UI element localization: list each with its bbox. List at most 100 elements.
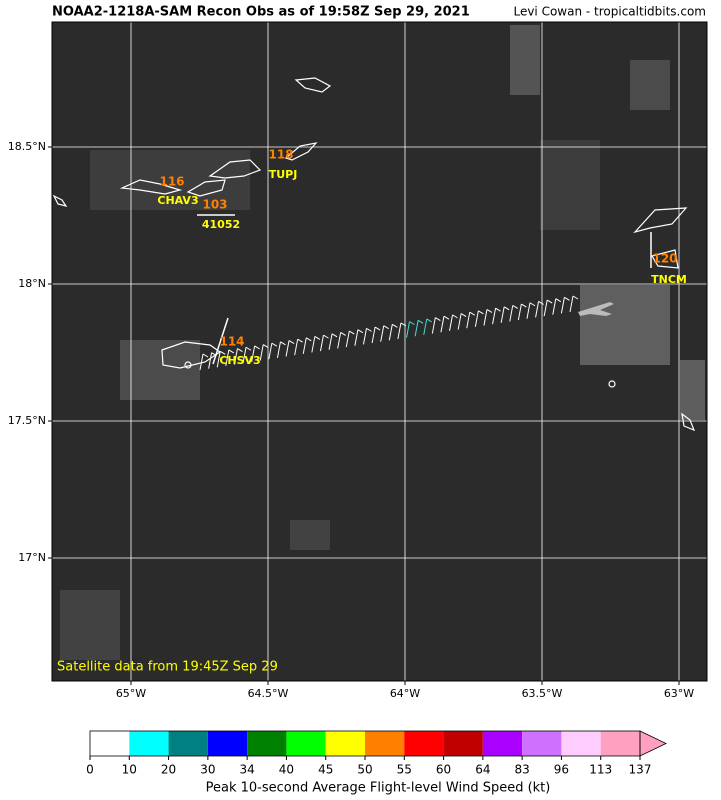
wind-barb	[483, 309, 488, 326]
colorbar-segment	[90, 731, 130, 756]
colorbar-tick-label: 40	[279, 763, 294, 777]
wind-barb	[552, 298, 557, 315]
wind-barb-flag	[521, 303, 527, 308]
wind-barb	[423, 318, 428, 336]
wind-barb	[431, 317, 436, 334]
station-value: 120	[652, 252, 677, 266]
wind-barb-flag	[323, 334, 329, 339]
colorbar-segment	[443, 731, 483, 756]
colorbar-segment	[286, 731, 326, 756]
station-id: TUPJ	[269, 168, 298, 181]
wind-barb-flag	[357, 329, 364, 334]
flight-track	[199, 295, 579, 371]
colorbar-segment	[482, 731, 523, 756]
wind-barb-flag	[374, 326, 381, 331]
wind-barb	[294, 339, 299, 356]
wind-barb	[328, 333, 333, 350]
colorbar-tick-label: 34	[240, 763, 255, 777]
colorbar-segment	[561, 731, 601, 756]
colorbar-segment	[404, 731, 444, 756]
colorbar-tick-label: 10	[122, 763, 137, 777]
wind-barb-flag	[262, 344, 269, 348]
wind-barb-flag	[331, 333, 338, 338]
latitude-label: 17°N	[18, 551, 46, 564]
aircraft-icon	[578, 302, 614, 316]
wind-barb	[345, 330, 350, 348]
wind-barb-flag	[280, 341, 286, 346]
longitude-label: 64°W	[390, 687, 420, 700]
wind-barb-flag	[271, 342, 278, 347]
latitude-label: 17.5°N	[8, 414, 46, 427]
colorbar-tick-label: 113	[589, 763, 612, 777]
title: NOAA2-1218A-SAM Recon Obs as of 19:58Z S…	[52, 5, 470, 20]
wind-barb	[311, 336, 316, 353]
colorbar-segment	[365, 731, 405, 756]
wind-barb-flag	[538, 300, 544, 305]
wind-barb	[371, 326, 376, 344]
wind-barb	[268, 343, 273, 360]
map-frame	[51, 21, 708, 682]
colorbar-segment	[522, 731, 562, 756]
wind-barb	[285, 340, 290, 357]
wind-barb	[406, 321, 411, 338]
wind-barb	[259, 344, 264, 361]
clouds	[60, 25, 705, 660]
wind-barb	[569, 295, 574, 313]
wind-barb	[509, 305, 514, 322]
colorbar: 0 10 20 30 34 40 45 50 55 60 64 83 96 113 137	[86, 730, 667, 777]
colorbar-tick-label: 83	[515, 763, 530, 777]
wind-barb-flag	[469, 311, 476, 316]
colorbar-segment	[600, 731, 640, 756]
station-barb	[212, 317, 229, 365]
wind-barb	[474, 310, 479, 327]
wind-barb-flag	[305, 337, 312, 342]
wind-barb	[397, 322, 402, 340]
wind-barb-flag	[512, 305, 519, 309]
wind-barb-flag	[288, 340, 295, 344]
wind-barb-flag	[366, 327, 372, 332]
wind-barb-flag	[297, 338, 303, 343]
wind-barb-flag	[572, 295, 579, 300]
wind-barb-flag	[529, 302, 536, 307]
wind-barb-flag	[392, 323, 398, 328]
wind-barb-flag	[546, 299, 553, 304]
station-value: 118	[268, 148, 293, 162]
station-value: 114	[219, 335, 244, 349]
map: 116 CHAV3 103 41052 118 TUPJ 120 TNCM 114 CHSV3 S…	[48, 22, 707, 685]
wind-barb-flag	[314, 336, 321, 340]
wind-barb	[466, 312, 471, 329]
wind-barb	[354, 329, 359, 346]
latitude-label: 18.5°N	[8, 140, 46, 153]
wind-barb	[199, 353, 204, 371]
wind-barb-flag	[400, 322, 407, 327]
wind-barb	[543, 299, 548, 317]
colorbar-segment	[207, 731, 248, 756]
wind-barb-flag	[417, 319, 424, 324]
colorbar-tick-label: 96	[554, 763, 569, 777]
wind-barb-flag	[219, 350, 226, 355]
wind-barb	[233, 348, 238, 365]
wind-barb-flag	[555, 298, 562, 303]
colorbar-tick-label: 20	[161, 763, 176, 777]
wind-barb	[302, 337, 307, 354]
colorbar-segment	[168, 731, 208, 756]
wind-barb	[208, 352, 213, 369]
colorbar-tick-label: 50	[357, 763, 372, 777]
colorbar-label: Peak 10-second Average Flight-level Wind…	[206, 781, 551, 796]
colorbar-tick-label: 60	[436, 763, 451, 777]
wind-barb-flag	[237, 348, 243, 353]
wind-barb-flag	[564, 296, 570, 301]
wind-barb	[251, 345, 256, 362]
longitude-label: 63.5°W	[522, 687, 563, 700]
colorbar-tick-label: 137	[629, 763, 652, 777]
wind-barb	[380, 325, 385, 342]
colorbar-tick-label: 64	[475, 763, 490, 777]
wind-barb-flag	[245, 346, 252, 351]
wind-barb	[276, 341, 281, 358]
wind-barb	[500, 306, 505, 323]
wind-barb-flag	[409, 321, 415, 326]
colorbar-tick-label: 55	[397, 763, 412, 777]
station-id: 41052	[202, 218, 240, 231]
colorbar-tick-label: 45	[318, 763, 333, 777]
